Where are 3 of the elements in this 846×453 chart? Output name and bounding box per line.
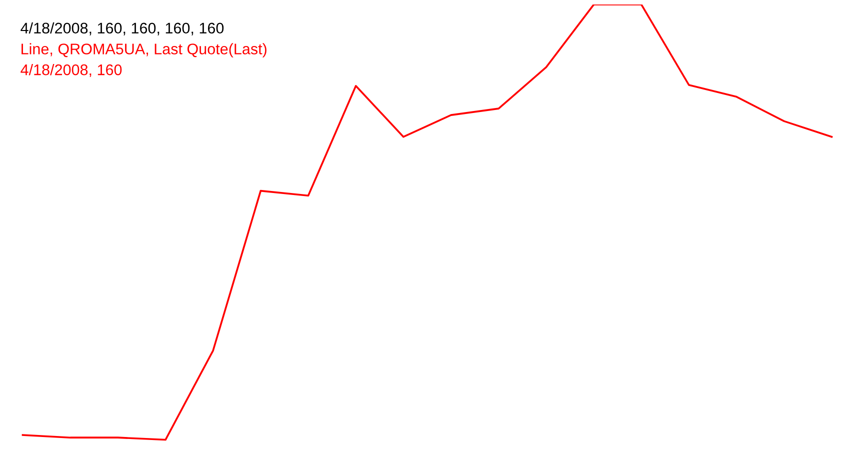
annotation: 4/18/2008, 160, 160, 160, 160 <box>20 22 224 36</box>
annotation: Line, QROMA5UA, Last Quote(Last) <box>22 43 266 58</box>
annotation: 4/18/2008, 160 <box>20 64 122 78</box>
